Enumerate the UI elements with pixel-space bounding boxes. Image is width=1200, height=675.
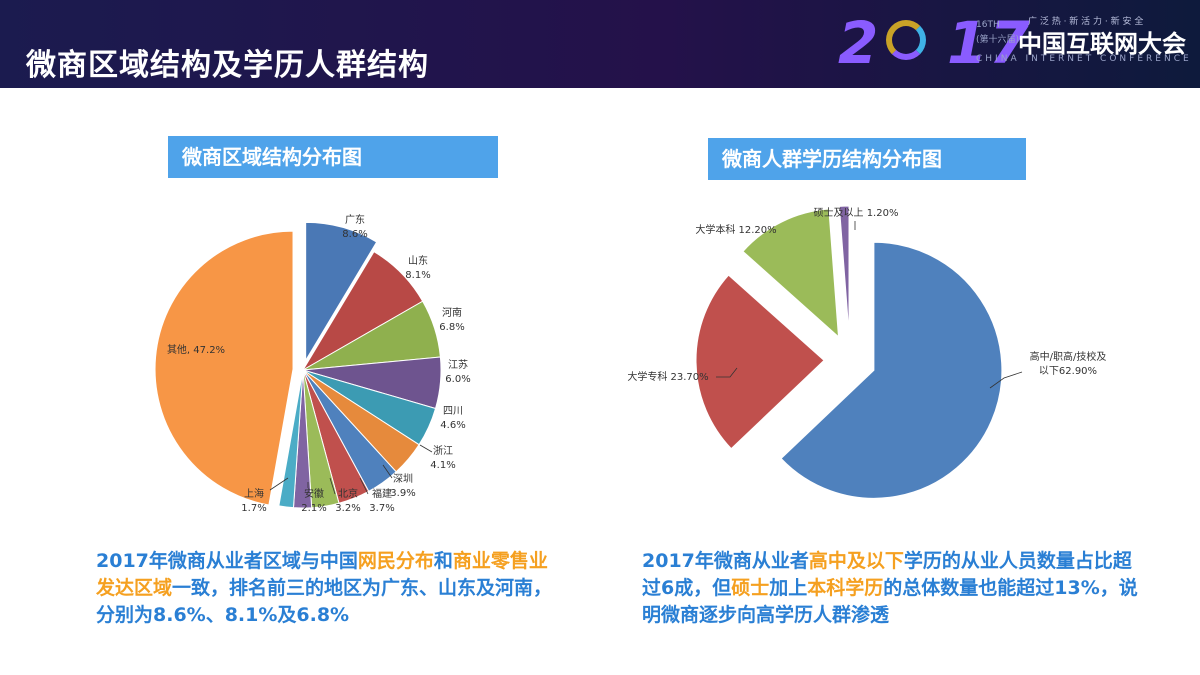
pie-slice-education-0 (780, 241, 1003, 499)
region-label-5-line-0: 浙江 (433, 445, 453, 457)
region-caption-highlight-2: 商业零售业发达区域 (96, 550, 548, 599)
region-chart-title: 微商区域结构分布图 (168, 136, 498, 178)
region-label-4-line-1: 4.6% (440, 420, 465, 431)
logo-edition-cn: (第十六届) (976, 35, 1020, 45)
region-label-1-line-0: 山东 (408, 254, 428, 267)
education-label-2: 大学本科 12.20% (695, 223, 776, 236)
pie-slice-region-10 (278, 369, 304, 509)
logo-slogan: 广 泛 热 · 新 活 力 · 新 安 全 (1028, 17, 1144, 27)
education-caption-text-4: 的总体数量也能超过13%，说明微商逐步向高学历人群渗透 (642, 577, 1138, 626)
pie-slice-region-11 (154, 230, 294, 506)
education-label-0-line-1: 以下62.90% (1039, 366, 1097, 377)
region-label-1-line-1: 8.1% (405, 270, 430, 281)
region-label-6-line-0: 深圳 (393, 473, 413, 485)
region-label-0-line-1: 8.6% (342, 229, 367, 240)
education-label-1: 大学专科 23.70% (627, 370, 708, 383)
region-label-11: 其他, 47.2% (167, 343, 225, 356)
region-leader-shenzhen (382, 464, 393, 479)
region-pie-chart: 广东 8.6% 山东 8.1% 河南 6.8% 江苏 6.0% 四川 4.6% 浙江 4.1% 深圳 3.… (154, 213, 471, 514)
region-caption-highlight-1: 网民分布 (357, 550, 434, 572)
region-caption-text-2: 和 (433, 550, 453, 572)
region-label-9-line-1: 2.1% (301, 503, 326, 514)
logo-edition-en: 16TH (976, 20, 1000, 30)
region-label-10-line-0: 上海 (244, 487, 264, 500)
region-caption-text-1: 2017年微商从业者区域与中国 (96, 550, 358, 572)
region-label-5-line-1: 4.1% (430, 460, 455, 471)
education-caption-highlight-2: 硕士 (731, 577, 770, 599)
region-label-8-line-1: 3.2% (335, 503, 360, 514)
pie-slice-education-3 (838, 205, 850, 335)
region-caption: 2017年微商从业者区域与中国网民分布和商业零售业发达区域一致，排名前三的地区为… (96, 548, 556, 629)
logo-year-a: 2 (838, 9, 881, 77)
region-label-3-line-1: 6.0% (445, 374, 470, 385)
region-label-0-line-0: 广东 (345, 213, 365, 226)
pie-slice-education-1 (695, 274, 825, 450)
conference-logo: 2 17 广 泛 热 · 新 活 力 · 新 安 全 16TH (第十六届) 中… (838, 10, 1189, 76)
education-caption-highlight-3: 本科学历 (807, 577, 884, 599)
region-label-2-line-0: 河南 (442, 306, 462, 319)
pie-slice-education-2 (742, 208, 840, 338)
region-label-4-line-0: 四川 (443, 406, 463, 417)
education-leader-1 (716, 367, 738, 378)
logo-name: 中国互联网大会 (1018, 30, 1186, 58)
region-label-10-line-1: 1.7% (241, 503, 266, 514)
logo-year: 2 17 (838, 10, 1032, 76)
education-caption-text-3: 加上 (769, 577, 808, 599)
region-leader-zhejiang (419, 444, 433, 453)
pie-slice-region-0 (305, 221, 378, 363)
header-bar: 微商区域结构及学历人群结构 2 17 广 泛 热 · 新 活 力 · 新 安 全… (0, 0, 1200, 88)
education-caption-text-1: 2017年微商从业者 (642, 550, 809, 572)
region-caption-text-3: 一致，排名前三的地区为广东、山东及河南，分别为8.6%、8.1%及6.8% (96, 577, 553, 626)
logo-year-b: 17 (946, 9, 1032, 77)
region-label-8-line-0: 北京 (338, 487, 358, 500)
region-label-2-line-1: 6.8% (439, 322, 464, 333)
region-leader-shanghai (269, 477, 289, 491)
region-label-3-line-0: 江苏 (448, 358, 468, 371)
education-caption-highlight-1: 高中及以下 (808, 550, 904, 572)
region-label-6-line-1: 3.9% (390, 488, 415, 499)
region-leader-fujian (359, 477, 369, 495)
logo-ring-icon (886, 20, 926, 60)
page-title: 微商区域结构及学历人群结构 (26, 48, 429, 83)
education-leader-0 (989, 371, 1023, 389)
education-label-3: 硕士及以上 1.20% (814, 206, 899, 219)
education-caption-text-2: 学历的从业人员数量占比超过6成，但 (642, 550, 1132, 599)
region-label-7-line-1: 3.7% (369, 503, 394, 514)
logo-name-en: CHINA INTERNET CONFERENCE (976, 54, 1192, 64)
education-label-0-line-0: 高中/职高/技校及 (1030, 350, 1107, 363)
education-caption: 2017年微商从业者高中及以下学历的从业人员数量占比超过6成，但硕士加上本科学历… (642, 548, 1142, 629)
region-label-9-line-0: 安徽 (304, 487, 324, 500)
region-label-7-line-0: 福建 (372, 487, 392, 500)
region-leader-beijing (329, 477, 336, 495)
education-chart-title: 微商人群学历结构分布图 (708, 138, 1026, 180)
